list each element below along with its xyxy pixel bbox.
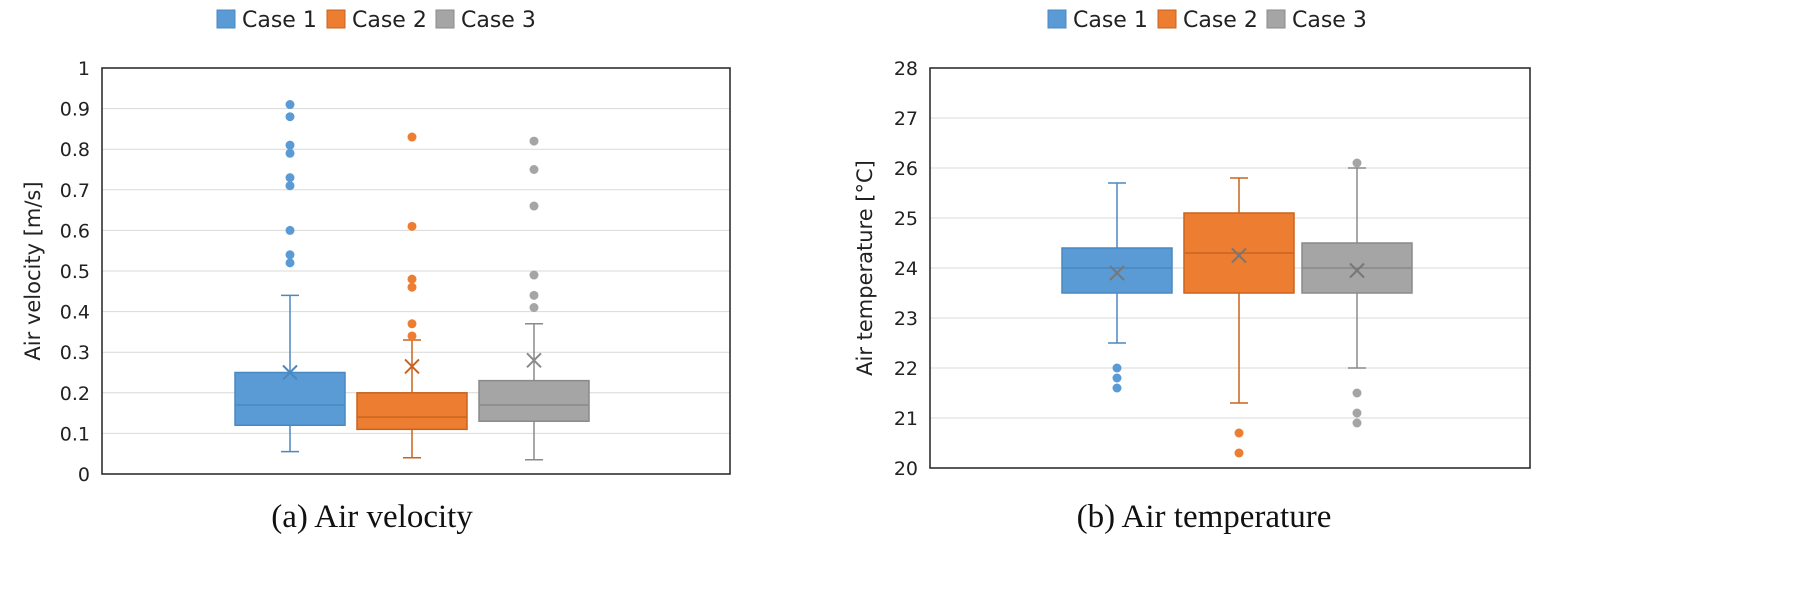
outlier-point bbox=[1234, 448, 1244, 458]
legend: Case 1 Case 2 Case 3 bbox=[1047, 8, 1367, 33]
series-3 bbox=[1301, 158, 1413, 428]
outlier-point bbox=[285, 181, 295, 191]
legend-swatch bbox=[435, 9, 455, 29]
outlier-point bbox=[407, 132, 417, 142]
y-tick-label: 0.5 bbox=[60, 261, 90, 283]
legend-swatch bbox=[1047, 9, 1067, 29]
series-2 bbox=[356, 132, 468, 459]
legend-label: Case 3 bbox=[1292, 8, 1367, 33]
y-tick-label: 0.2 bbox=[60, 383, 90, 405]
legend-label: Case 1 bbox=[242, 8, 317, 33]
y-tick-label: 26 bbox=[894, 158, 918, 180]
legend-item: Case 1 bbox=[216, 8, 317, 33]
outlier-point bbox=[1352, 418, 1362, 428]
y-axis-label: Air velocity [m/s] bbox=[21, 181, 45, 360]
outlier-point bbox=[407, 282, 417, 292]
mean-marker bbox=[282, 364, 298, 381]
series-1 bbox=[234, 100, 346, 453]
y-tick-label: 0.6 bbox=[60, 220, 90, 242]
outlier-point bbox=[1352, 388, 1362, 398]
outlier-point bbox=[529, 303, 539, 313]
outlier-point bbox=[407, 331, 417, 341]
outlier-point bbox=[285, 112, 295, 122]
legend-label: Case 2 bbox=[1183, 8, 1258, 33]
box-iqr bbox=[1061, 247, 1173, 294]
series-2 bbox=[1183, 177, 1295, 458]
series-3 bbox=[478, 136, 590, 461]
outlier-point bbox=[285, 250, 295, 260]
y-tick-label: 24 bbox=[894, 258, 918, 280]
mean-marker bbox=[1231, 247, 1247, 264]
plot-frame bbox=[101, 67, 731, 475]
outlier-point bbox=[285, 225, 295, 235]
legend-item: Case 2 bbox=[326, 8, 427, 33]
outlier-point bbox=[1234, 428, 1244, 438]
mean-marker bbox=[404, 358, 420, 375]
outlier-point bbox=[529, 136, 539, 146]
y-tick-label: 0 bbox=[78, 464, 90, 486]
legend-item: Case 1 bbox=[1047, 8, 1148, 33]
mean-marker bbox=[1109, 265, 1125, 281]
outlier-point bbox=[1112, 383, 1122, 393]
outlier-point bbox=[285, 100, 295, 110]
outlier-point bbox=[407, 274, 417, 284]
y-tick-label: 27 bbox=[894, 108, 918, 130]
mean-marker bbox=[526, 352, 542, 369]
legend-swatch bbox=[326, 9, 346, 29]
legend-label: Case 2 bbox=[352, 8, 427, 33]
legend-item: Case 3 bbox=[435, 8, 536, 33]
legend-swatch bbox=[1266, 9, 1286, 29]
outlier-point bbox=[285, 258, 295, 268]
outlier-point bbox=[1112, 373, 1122, 383]
outlier-point bbox=[407, 319, 417, 329]
y-tick-label: 28 bbox=[894, 58, 918, 80]
legend-swatch bbox=[1157, 9, 1177, 29]
chart-panel-2: 20 21 22 23 24 25 26 27 28 Air temperature [°C] Ca… bbox=[853, 8, 1531, 535]
outlier-point bbox=[529, 290, 539, 300]
legend-item: Case 2 bbox=[1157, 8, 1258, 33]
outlier-point bbox=[529, 165, 539, 174]
outlier-point bbox=[285, 148, 295, 158]
y-tick-label: 0.3 bbox=[60, 342, 90, 364]
y-tick-label: 20 bbox=[894, 458, 918, 480]
y-tick-label: 1 bbox=[78, 58, 90, 80]
outlier-point bbox=[285, 173, 295, 183]
outlier-point bbox=[285, 140, 295, 150]
legend-swatch bbox=[216, 9, 236, 29]
legend: Case 1 Case 2 Case 3 bbox=[216, 8, 536, 33]
y-tick-label: 0.9 bbox=[60, 99, 90, 121]
box-iqr bbox=[234, 371, 346, 427]
y-tick-label: 0.7 bbox=[60, 180, 90, 202]
y-tick-label: 21 bbox=[894, 408, 918, 430]
chart-panel-1: 0 0.1 0.2 0.3 0.4 0.5 0.6 0.7 0.8 0.9 1 Air velocit… bbox=[21, 8, 731, 535]
figure-caption: (b) Air temperature bbox=[1077, 499, 1332, 535]
outlier-point bbox=[529, 201, 539, 211]
y-tick-label: 0.8 bbox=[60, 139, 90, 161]
figure-caption: (a) Air velocity bbox=[271, 499, 473, 535]
outlier-point bbox=[407, 221, 417, 231]
series-1 bbox=[1061, 182, 1173, 393]
y-axis-label: Air temperature [°C] bbox=[853, 160, 877, 376]
y-tick-label: 0.1 bbox=[60, 423, 90, 445]
box-iqr bbox=[478, 379, 590, 422]
plot-frame bbox=[929, 67, 1531, 469]
outlier-point bbox=[1352, 408, 1362, 418]
legend-item: Case 3 bbox=[1266, 8, 1367, 33]
outlier-point bbox=[1112, 363, 1122, 373]
legend-label: Case 1 bbox=[1073, 8, 1148, 33]
outlier-point bbox=[529, 270, 539, 280]
box-iqr bbox=[356, 392, 468, 431]
y-tick-label: 25 bbox=[894, 208, 918, 230]
legend-label: Case 3 bbox=[461, 8, 536, 33]
y-tick-label: 0.4 bbox=[60, 302, 90, 324]
mean-marker bbox=[1349, 262, 1365, 279]
y-tick-label: 22 bbox=[894, 358, 918, 380]
outlier-point bbox=[1352, 158, 1362, 168]
y-tick-label: 23 bbox=[894, 308, 918, 330]
